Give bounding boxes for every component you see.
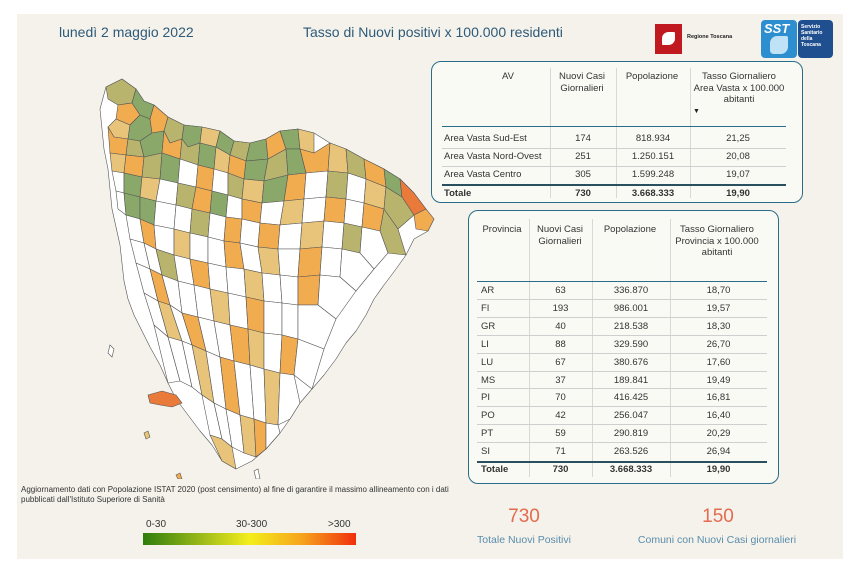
table-cell: 256.047 [613,410,649,422]
table-cell: PI [481,392,490,404]
legend-gradient-bar [143,533,356,545]
table-cell: 70 [555,392,566,404]
giglio-island [175,472,183,479]
prov-header-population[interactable]: Popolazione [603,224,657,235]
tuscany-choropleth-map[interactable] [84,69,439,479]
table-cell: 380.676 [613,356,649,368]
table-cell: 18,70 [706,285,731,296]
table-cell: 16,40 [706,410,731,422]
table-total-cell: 730 [552,464,569,475]
regione-toscana-logo: Regione Toscana [655,22,765,56]
table-cell: 37 [555,374,566,386]
table-cell: 40 [555,320,566,332]
sort-desc-icon[interactable]: ▼ [693,108,700,115]
table-cell: PO [481,410,495,422]
table-cell: PT [481,428,494,440]
table-total-cell: 3.668.333 [609,464,653,475]
municipalities-label: Comuni con Nuovi Casi giornalieri [637,534,797,546]
table-cell: 26,94 [706,446,731,458]
table-cell: 336.870 [613,285,649,296]
municipalities-value: 150 [702,506,734,527]
legend-label-low: 0-30 [146,519,167,530]
table-cell: 189.841 [613,374,649,386]
table-cell: 16,81 [706,392,731,404]
total-positive-label: Totale Nuovi Positivi [477,534,571,546]
av-header-rate[interactable]: Tasso Giornaliero Area Vasta x 100.000 a… [693,71,785,105]
page-title: Tasso di Nuovi positivi x 100.000 reside… [303,24,563,40]
table-cell: 59 [555,428,566,440]
color-legend: 0-30 30-300 >300 [142,519,357,549]
table-cell: 218.538 [613,320,649,332]
table-cell: 71 [555,446,566,458]
legend-label-mid: 30-300 [236,519,268,530]
capraia-island [107,344,115,358]
table-cell: 18,30 [706,320,731,332]
table-cell: 290.819 [613,428,649,440]
provincia-table: Provincia Nuovi Casi Giornalieri Popolaz… [469,211,780,485]
table-cell: GR [481,320,496,332]
area-vasta-table: AV Nuovi Casi Giornalieri Popolazione Ta… [432,62,804,204]
table-cell: 20,29 [706,428,731,440]
sst-wordmark: Servizio Sanitario della Toscana [798,20,833,58]
pegasus-flag-icon [655,24,682,54]
sst-logo: SST Servizio Sanitario della Toscana [761,20,833,58]
table-cell: SI [481,446,490,458]
prov-header-provincia[interactable]: Provincia [482,224,522,235]
prov-header-cases[interactable]: Nuovi Casi Giornalieri [537,224,583,247]
table-cell: 88 [555,338,566,350]
table-cell: 42 [555,410,566,422]
table-cell: 26,70 [706,338,731,350]
table-cell: 19,49 [706,374,731,386]
table-total-cell: 19,90 [706,464,731,475]
dashboard-panel: lunedì 2 maggio 2022 Tasso di Nuovi posi… [17,14,843,559]
table-cell: 193 [552,302,569,314]
table-cell: 263.526 [613,446,649,458]
giannutri-island [253,468,261,479]
footnote-text: Aggiornamento dati con Popolazione ISTAT… [21,485,449,504]
sst-wordmark-text: Servizio Sanitario della Toscana [801,24,823,48]
av-header-cases[interactable]: Nuovi Casi Giornalieri [559,71,605,94]
table-cell: AR [481,285,495,296]
table-cell: 329.590 [613,338,649,350]
provincia-table-card: Provincia Nuovi Casi Giornalieri Popolaz… [468,210,779,484]
area-vasta-table-card: AV Nuovi Casi Giornalieri Popolazione Ta… [431,61,803,203]
table-cell: FI [481,302,490,314]
av-header-population[interactable]: Popolazione [625,71,679,82]
regione-logo-text: Regione Toscana [687,34,733,40]
av-header-av[interactable]: AV [502,71,514,82]
table-total-cell: Totale [481,464,509,475]
legend-label-high: >300 [328,519,351,530]
table-cell: 986.001 [613,302,649,314]
table-cell: 19,57 [706,302,731,314]
table-cell: 63 [555,285,566,296]
elba-island [147,390,183,408]
table-cell: 17,60 [706,356,731,368]
table-cell: 67 [555,356,566,368]
table-cell: LU [481,356,494,368]
report-date: lunedì 2 maggio 2022 [59,24,194,40]
total-positive-value: 730 [508,506,540,527]
pianosa-island [143,430,151,440]
sst-mark-icon: SST [761,20,797,58]
table-cell: MS [481,374,496,386]
sst-mark-text: SST [764,21,790,36]
table-cell: LI [481,338,489,350]
prov-header-rate[interactable]: Tasso Giornaliero Provincia x 100.000 ab… [675,224,759,258]
table-cell: 416.425 [613,392,649,404]
